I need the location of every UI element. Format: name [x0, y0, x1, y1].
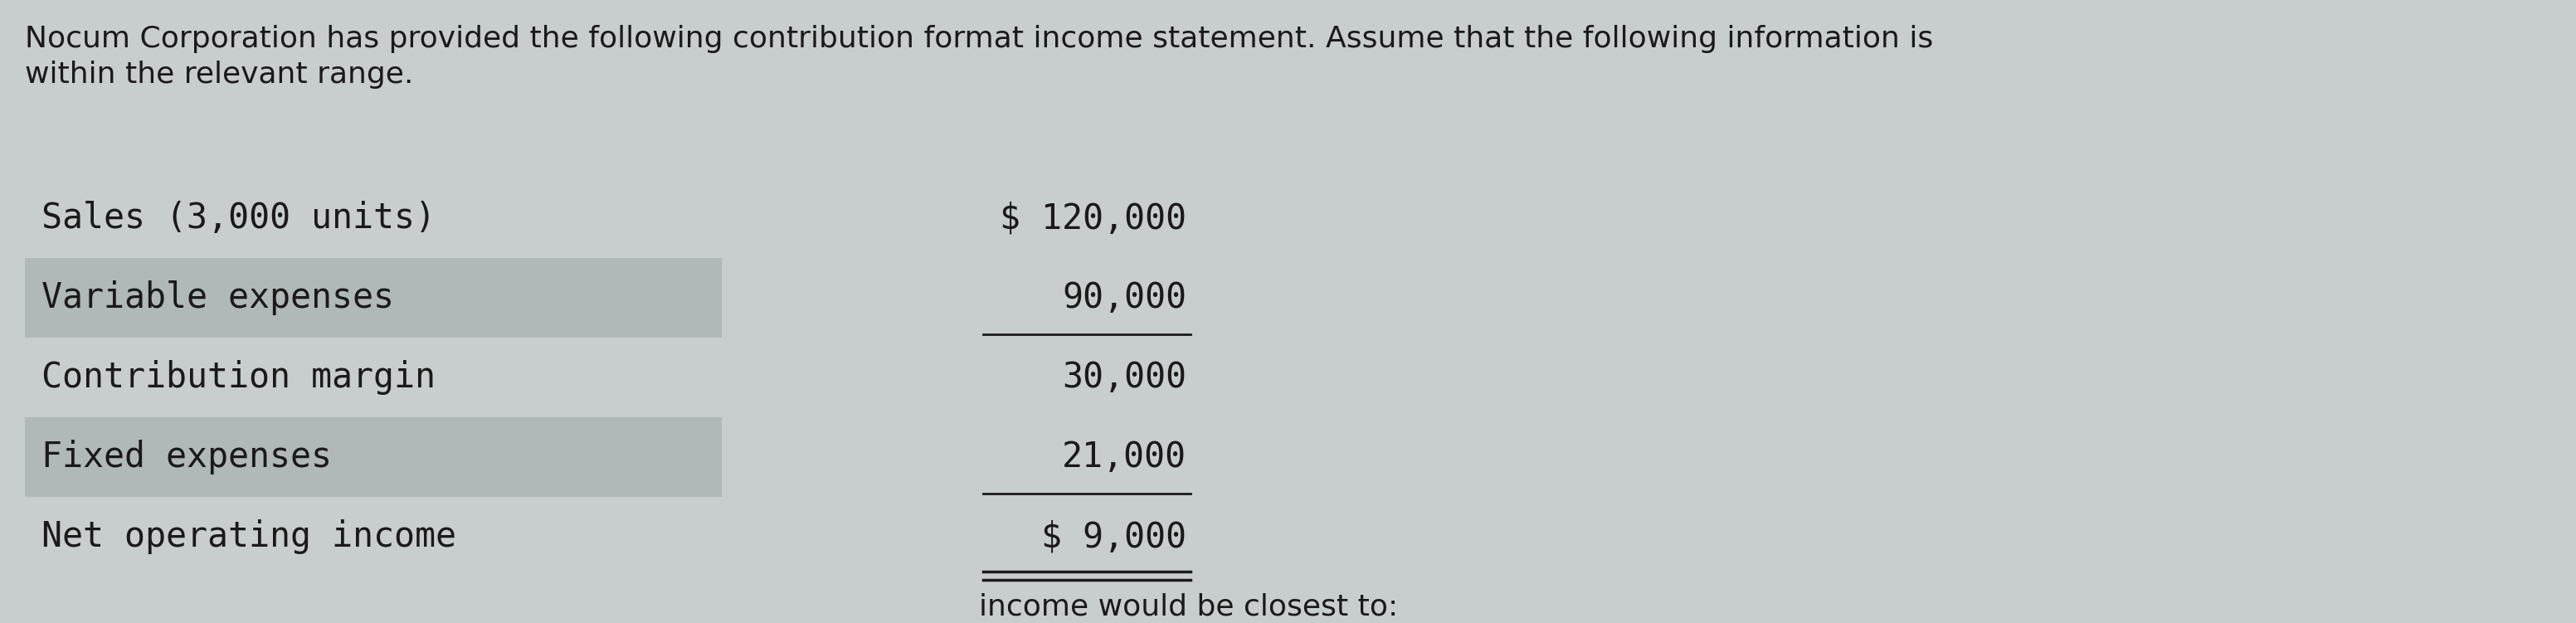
Text: $ 9,000: $ 9,000 [1041, 520, 1188, 554]
Text: Fixed expenses: Fixed expenses [41, 440, 332, 475]
Bar [26, 178, 721, 258]
Bar [26, 497, 721, 576]
Bar [26, 258, 721, 338]
Text: Net operating income: Net operating income [41, 520, 456, 554]
Text: 90,000: 90,000 [1061, 280, 1188, 315]
Text: Nocum Corporation has provided the following contribution format income statemen: Nocum Corporation has provided the follo… [26, 25, 1932, 53]
Text: Sales (3,000 units): Sales (3,000 units) [41, 201, 435, 235]
Text: within the relevant range.: within the relevant range. [26, 60, 415, 88]
Bar [26, 417, 721, 497]
Text: Contribution margin: Contribution margin [41, 360, 435, 395]
Bar [26, 338, 721, 417]
Text: 30,000: 30,000 [1061, 360, 1188, 395]
Text: income would be closest to:: income would be closest to: [979, 593, 1399, 621]
Text: Variable expenses: Variable expenses [41, 280, 394, 315]
Text: 21,000: 21,000 [1061, 440, 1188, 475]
Text: $ 120,000: $ 120,000 [999, 201, 1188, 235]
